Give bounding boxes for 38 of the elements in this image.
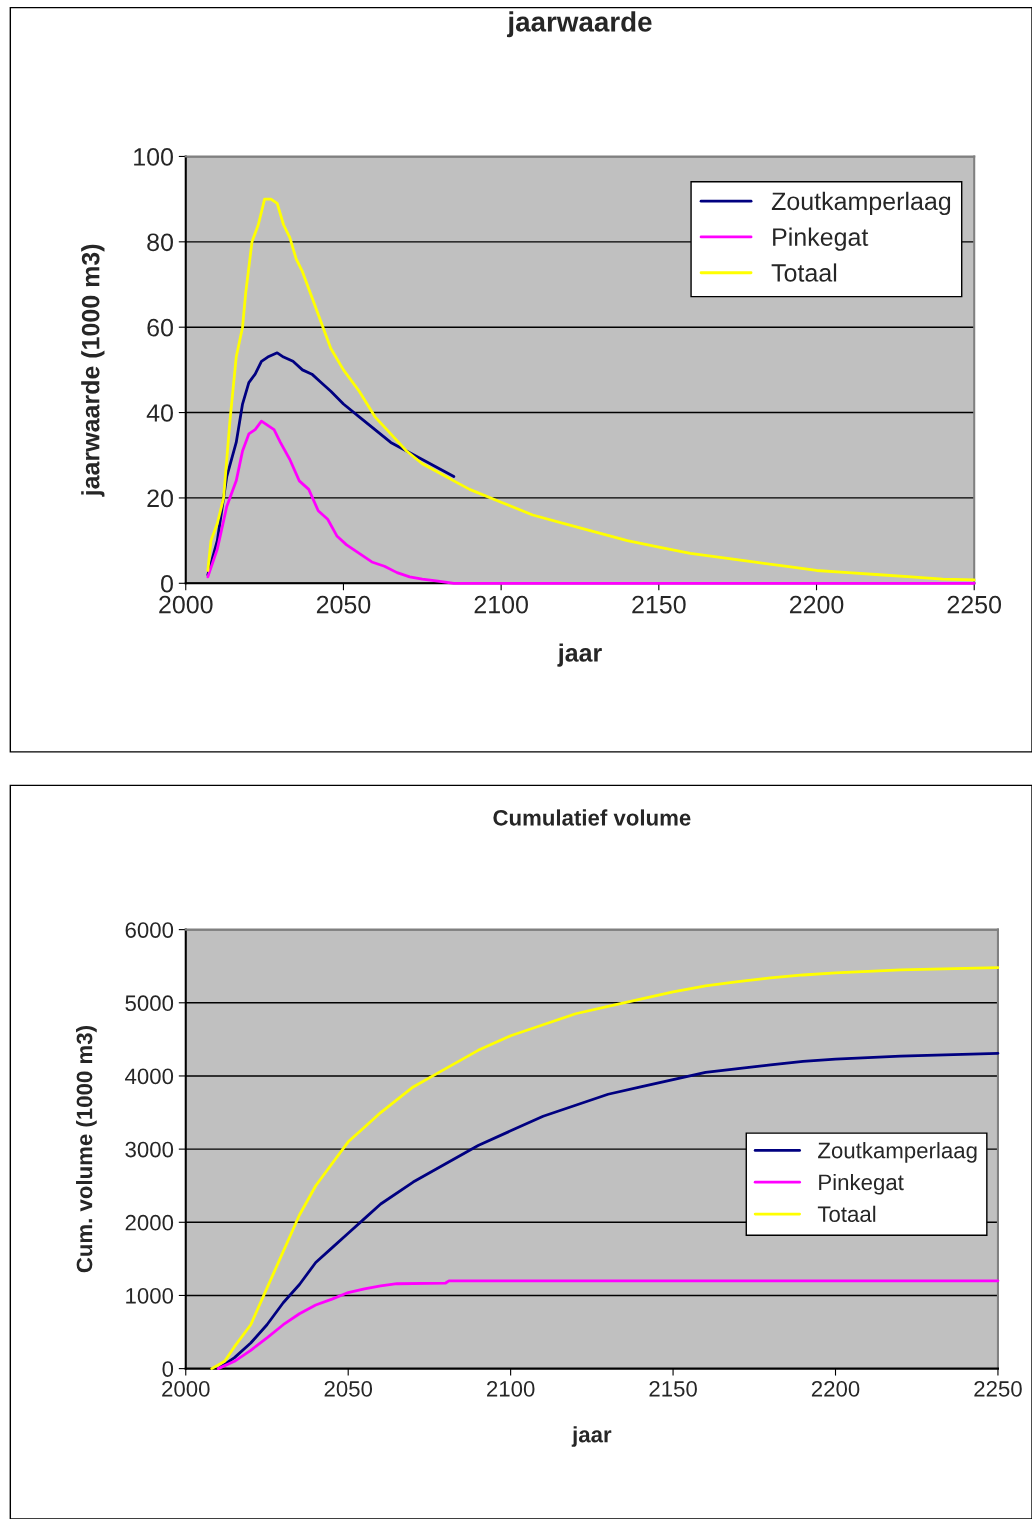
y-tick-label: 5000 <box>125 995 174 1012</box>
line-series <box>210 966 1000 1371</box>
x-axis-title: jaar <box>557 643 602 667</box>
legend-label: Totaal <box>817 1205 876 1223</box>
y-tick-label: 2000 <box>125 1214 174 1231</box>
x-tick-label: 2250 <box>947 595 1002 614</box>
y-tick-label: 60 <box>147 318 173 337</box>
x-tick-label: 2050 <box>316 595 371 614</box>
legend-label: Pinkegat <box>819 1173 904 1195</box>
y-tick-label: 80 <box>147 233 173 252</box>
y-axis-title: jaarwaarde (1000 m3) <box>81 244 105 497</box>
y-tick-label: 0 <box>161 574 173 593</box>
y-tick-label: 20 <box>147 489 173 508</box>
chart-title: jaarwaarde <box>506 11 652 38</box>
y-tick-label: 100 <box>134 148 173 166</box>
chart-title: Cumulatief volume <box>493 809 691 826</box>
x-tick-label: 2200 <box>811 1381 860 1397</box>
x-tick-label: 2200 <box>789 595 844 614</box>
x-tick-label: 2050 <box>324 1381 373 1397</box>
y-tick-label: 4000 <box>125 1068 174 1085</box>
x-tick-label: 2150 <box>632 595 686 614</box>
legend-label: Zoutkamperlaag <box>818 1142 977 1163</box>
y-axis-title: Cum. volume (1000 m3) <box>76 1026 97 1273</box>
line-series <box>216 1279 1000 1371</box>
y-tick-label: 40 <box>146 404 173 422</box>
legend-label: Totaal <box>771 263 837 282</box>
y-tick-label: 6000 <box>125 922 174 938</box>
legend-label: Pinkegat <box>773 227 869 251</box>
y-tick-label: 3000 <box>125 1141 174 1158</box>
y-tick-label: 1000 <box>126 1287 174 1304</box>
y-tick-label: 0 <box>162 1361 174 1377</box>
line-series <box>206 419 976 585</box>
legend-label: Zoutkamperlaag <box>771 191 951 216</box>
x-tick-label: 2100 <box>487 1381 535 1397</box>
x-tick-label: 2250 <box>974 1381 1022 1397</box>
x-tick-label: 2100 <box>474 595 528 614</box>
x-tick-label: 2150 <box>649 1381 697 1397</box>
x-axis-title: jaar <box>571 1426 612 1447</box>
